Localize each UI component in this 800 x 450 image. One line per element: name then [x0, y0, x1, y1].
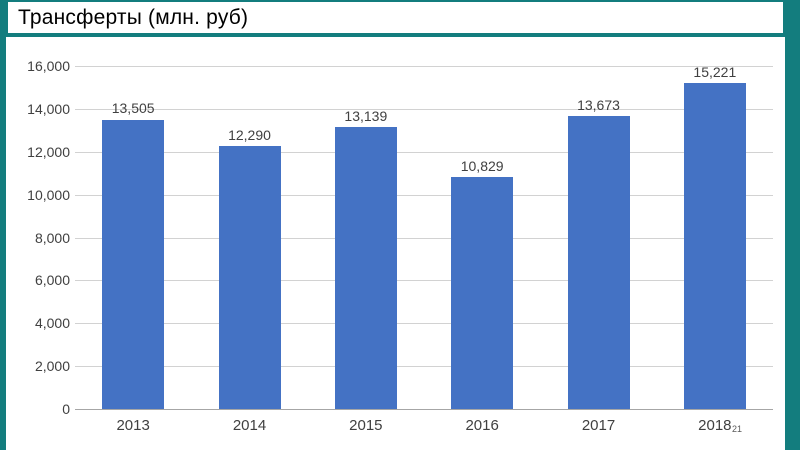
x-tick-label: 2018	[698, 417, 732, 434]
bar-2014	[218, 145, 281, 409]
y-tick-label: 8,000	[34, 229, 70, 246]
chart-title-box: Трансферты (млн. руб)	[6, 0, 785, 37]
plot-area: 13,505 12,290 13,139 10,829 13,673 15,221	[75, 63, 773, 410]
y-tick-label: 2,000	[34, 358, 70, 375]
bar-value-label: 10,829	[460, 157, 504, 174]
chart-title: Трансферты (млн. руб)	[18, 5, 249, 29]
y-tick-label: 14,000	[27, 100, 70, 117]
bar-2017	[567, 115, 630, 409]
y-tick-label: 0	[62, 401, 70, 417]
x-tick-label: 2014	[232, 417, 267, 434]
gridline	[75, 194, 773, 196]
x-tick-label: 2013	[116, 417, 150, 434]
y-tick-label: 12,000	[27, 143, 70, 160]
bar-value-label: 12,290	[228, 126, 271, 143]
x-tick-label: 2016	[465, 417, 499, 434]
gridline	[75, 280, 773, 282]
gridline	[75, 237, 773, 239]
y-tick-label: 4,000	[34, 315, 70, 332]
bar-value-label: 15,221	[693, 63, 737, 80]
bar-2015	[334, 127, 397, 409]
y-tick-label: 16,000	[27, 58, 70, 74]
gridline	[75, 66, 773, 67]
left-accent-strip	[0, 0, 6, 450]
y-tick-label: 6,000	[34, 272, 70, 289]
x-tick-label: 2015	[349, 417, 383, 434]
bar-value-label: 13,673	[577, 96, 620, 113]
right-accent-strip	[785, 0, 800, 450]
bar-2018	[683, 82, 746, 409]
gridline	[75, 366, 773, 368]
bar-value-label: 13,139	[344, 108, 388, 125]
y-tick-label: 10,000	[27, 186, 70, 203]
bar-2016	[451, 176, 514, 409]
gridline	[75, 323, 773, 325]
bar-value-label: 13,505	[111, 100, 155, 117]
gridline	[75, 151, 773, 153]
slide-page-number: 21	[732, 424, 743, 434]
x-tick-label: 2017	[581, 417, 616, 434]
bar-2013	[102, 119, 165, 409]
gridline	[75, 108, 773, 110]
x-axis-line	[75, 409, 773, 410]
